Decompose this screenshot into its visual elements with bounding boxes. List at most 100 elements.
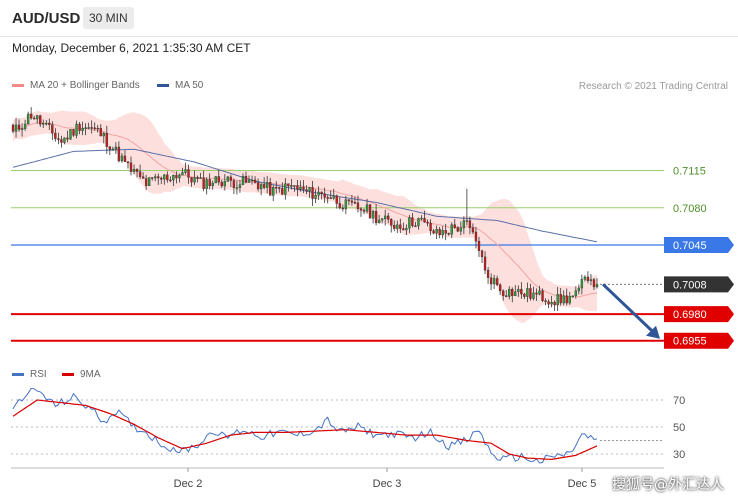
legend-ma9-label: 9MA xyxy=(80,369,101,380)
copyright-notice: Research © 2021 Trading Central xyxy=(578,81,728,92)
candle-body xyxy=(550,301,553,305)
candle xyxy=(377,214,381,224)
candle-body xyxy=(465,220,469,222)
candle xyxy=(350,194,354,206)
candle xyxy=(320,191,323,200)
candle-body xyxy=(444,230,447,234)
candle-body xyxy=(284,183,287,195)
candle-body xyxy=(120,155,124,162)
candle xyxy=(520,282,523,299)
candle xyxy=(223,174,226,191)
candle-body xyxy=(335,195,338,204)
candle-body xyxy=(262,184,266,188)
candle-body xyxy=(556,294,559,306)
candle-body xyxy=(129,162,133,172)
candle xyxy=(178,173,181,183)
candle xyxy=(102,131,105,144)
candle-body xyxy=(187,169,190,178)
candle-body xyxy=(305,189,308,192)
candle-body xyxy=(583,276,587,280)
timeframe-button[interactable]: 30 MIN xyxy=(83,7,134,29)
candle xyxy=(453,218,456,229)
candle xyxy=(529,283,532,301)
candle xyxy=(69,129,72,140)
candle-body xyxy=(408,217,411,229)
candle xyxy=(72,129,75,137)
candle-body xyxy=(390,219,393,226)
price-chart[interactable]: 0.7115 0.7080 0.7045 0.7008 0.6980 0.6955 xyxy=(0,0,738,365)
candle-body xyxy=(290,185,293,187)
candle-body xyxy=(48,123,51,125)
candle xyxy=(483,251,487,275)
candle-body xyxy=(272,187,275,196)
candle xyxy=(78,122,81,135)
candle xyxy=(347,199,351,206)
candle xyxy=(317,186,320,200)
candle-body xyxy=(402,228,405,231)
candle-body xyxy=(495,278,499,286)
candle-body xyxy=(184,169,187,173)
candle xyxy=(553,300,556,312)
candle xyxy=(190,177,193,187)
candle xyxy=(81,121,84,136)
candle-body xyxy=(502,290,505,296)
level-badge-0.6980 xyxy=(664,306,734,323)
candle xyxy=(359,207,363,217)
candle xyxy=(169,176,172,183)
candle-body xyxy=(190,177,193,183)
candle xyxy=(42,119,45,128)
candle-body xyxy=(302,186,305,190)
candle xyxy=(332,188,335,200)
candle xyxy=(468,216,472,235)
candle-body xyxy=(114,146,118,150)
candle xyxy=(435,225,438,240)
candle-body xyxy=(60,139,63,143)
candle-body xyxy=(208,179,211,187)
candle-body xyxy=(505,295,508,297)
candle xyxy=(60,135,63,148)
candle xyxy=(471,223,475,235)
time-label-1: Dec 3 xyxy=(373,478,402,490)
candle xyxy=(571,295,574,298)
candle xyxy=(26,111,30,125)
candle xyxy=(126,161,130,169)
candle-body xyxy=(514,291,517,296)
candle-body xyxy=(247,179,251,183)
legend-ma50-swatch xyxy=(157,84,169,87)
candle-body xyxy=(417,218,420,227)
candle-body xyxy=(226,176,230,182)
candle-body xyxy=(193,177,196,183)
candle xyxy=(193,170,196,185)
candle-body xyxy=(102,133,105,137)
candle-body xyxy=(535,292,538,295)
candle xyxy=(51,121,54,140)
candle xyxy=(387,212,390,224)
level-label-0.7080: 0.7080 xyxy=(673,203,707,215)
candle xyxy=(96,124,99,133)
candle-body xyxy=(163,174,166,180)
candle-body xyxy=(211,182,214,187)
candle-body xyxy=(265,182,269,188)
candle xyxy=(465,188,469,226)
candle xyxy=(272,185,275,202)
candle-body xyxy=(175,175,178,179)
candle-body xyxy=(374,211,378,224)
candle xyxy=(290,178,293,190)
legend-ma9-swatch xyxy=(62,373,74,376)
candle-body xyxy=(341,207,345,210)
candle xyxy=(66,130,69,143)
candle xyxy=(166,171,169,183)
candle-body xyxy=(311,187,314,199)
candle-body xyxy=(11,124,15,132)
candle xyxy=(577,284,581,295)
candle-body xyxy=(75,123,78,136)
candle-body xyxy=(63,137,66,143)
candle xyxy=(326,194,329,204)
level-label-0.7045: 0.7045 xyxy=(673,240,707,252)
timestamp: Monday, December 6, 2021 1:35:30 AM CET xyxy=(12,41,251,55)
candle xyxy=(396,220,399,233)
candle-body xyxy=(568,296,571,304)
candle xyxy=(441,226,444,239)
candle-body xyxy=(492,278,496,285)
candle xyxy=(462,216,466,235)
